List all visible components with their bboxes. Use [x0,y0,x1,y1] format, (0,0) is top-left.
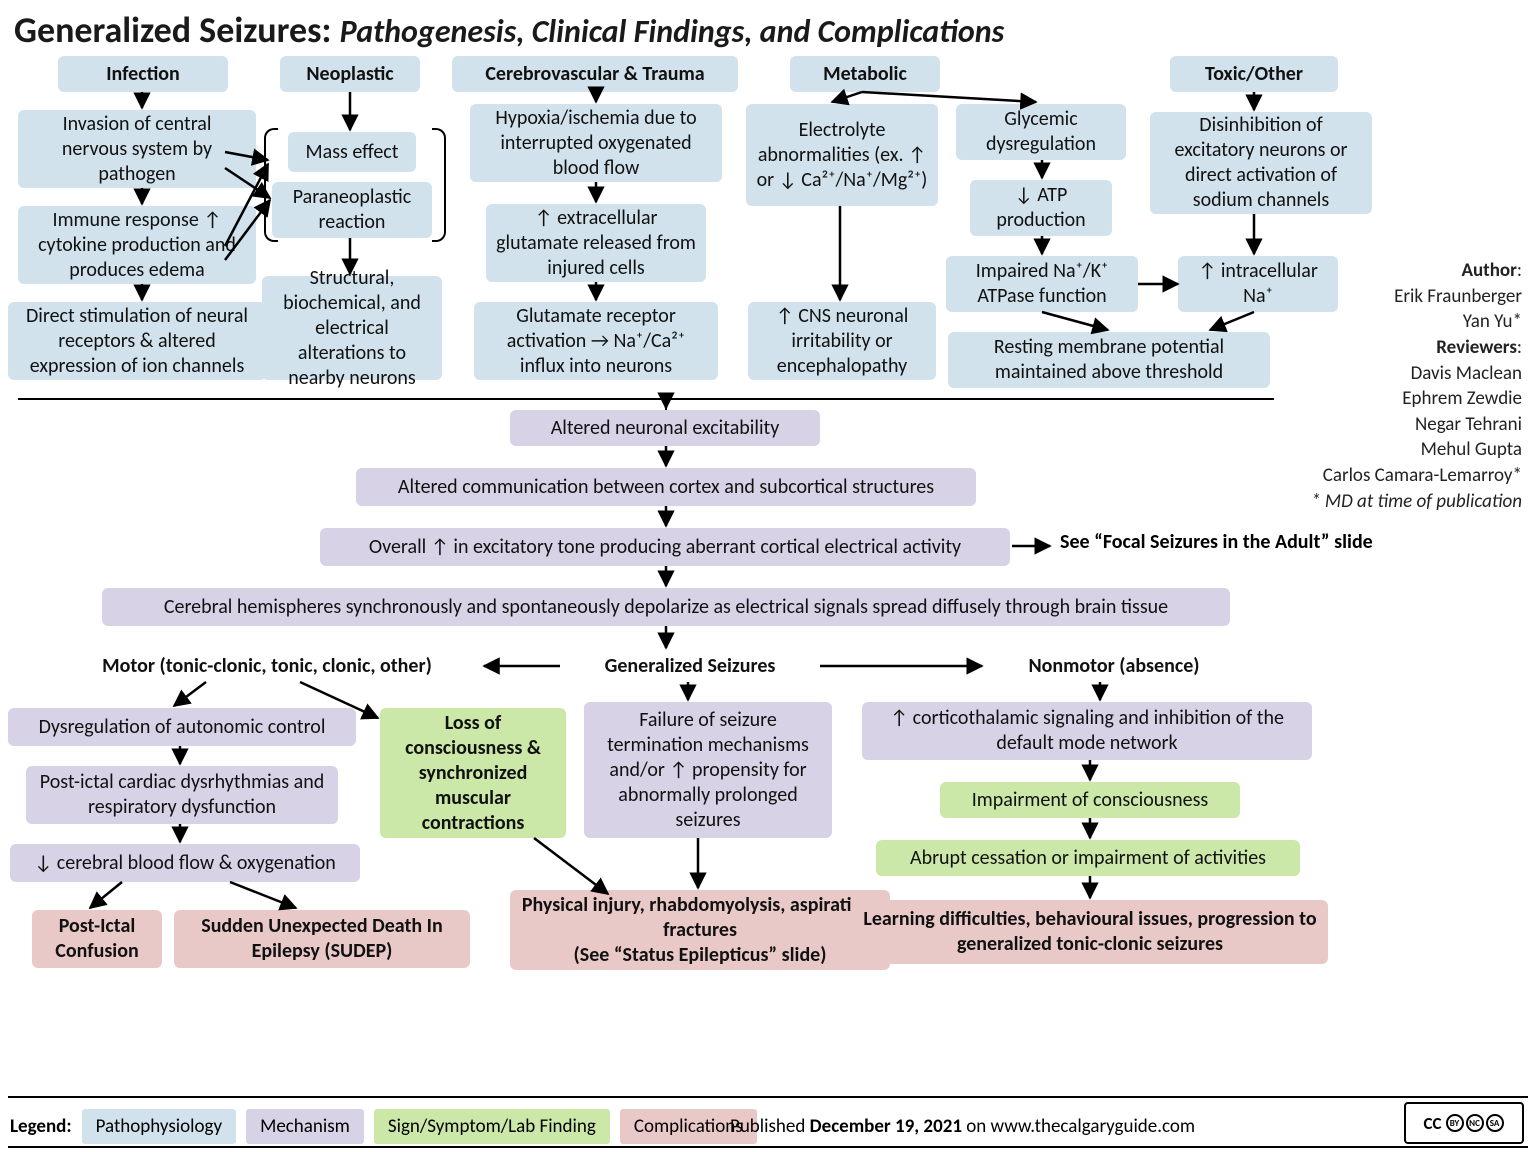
published-text: Published December 19, 2021 on www.theca… [730,1115,1195,1138]
footer-rule-bot [8,1146,1528,1149]
node-met_rest: Resting membrane potential maintained ab… [948,332,1270,388]
page-title: Generalized Seizures: Pathogenesis, Clin… [14,8,1004,52]
node-cer3: Glutamate receptor activation → Na⁺/Ca²⁺… [474,302,718,380]
node-postictal: Post-ictal cardiac dysrhythmias and resp… [26,766,338,824]
title-sub: Pathogenesis, Clinical Findings, and Com… [340,12,1005,51]
node-learning: Learning difficulties, behavioural issue… [852,900,1328,964]
node-nonmotor: Nonmotor (absence) [984,650,1244,682]
footer-rule-top [8,1096,1528,1099]
node-cortico: ↑ corticothalamic signaling and inhibiti… [862,702,1312,760]
node-met_gly: Glycemic dysregulation [956,104,1126,160]
bracket-left [264,128,278,242]
node-impair: Impairment of consciousness [940,782,1240,818]
converge-drop [665,398,667,410]
node-met_atp: ↓ ATP production [970,180,1112,236]
legend: Legend: Pathophysiology Mechanism Sign/S… [10,1109,757,1144]
credits-note: * MD at time of publication [1262,489,1522,515]
see-focal-label: See “Focal Seizures in the Adult” slide [1060,530,1373,554]
node-confusion: Post-Ictal Confusion [32,910,162,968]
node-inf2: Immune response ↑ cytokine production an… [18,206,256,284]
legend-sign: Sign/Symptom/Lab Finding [374,1109,610,1144]
bracket-right [432,128,446,242]
credits-reviewers: Davis Maclean Ephrem Zewdie Negar Tehran… [1262,361,1522,489]
node-sudep: Sudden Unexpected Death In Epilepsy (SUD… [174,910,470,968]
credits-block: Author: Erik Fraunberger Yan Yu* Reviewe… [1262,258,1522,514]
credits-authors: Erik Fraunberger Yan Yu* [1262,284,1522,335]
legend-label: Legend: [10,1115,72,1138]
node-met_irr: ↑ CNS neuronal irritability or encephalo… [748,302,936,380]
node-dysauto: Dysregulation of autonomic control [8,708,356,746]
node-toxic: Toxic/Other [1170,56,1338,92]
node-motor: Motor (tonic-clonic, tonic, clonic, othe… [52,650,482,682]
cc-license-badge: CC BYNCSA [1404,1102,1524,1144]
legend-pathophys: Pathophysiology [82,1109,236,1144]
node-overall: Overall ↑ in excitatory tone producing a… [320,528,1010,566]
node-hemi: Cerebral hemispheres synchronously and s… [102,588,1230,626]
node-met_nak: Impaired Na⁺/K⁺ ATPase function [946,256,1138,312]
node-metabolic: Metabolic [790,56,940,92]
node-neo3: Structural, biochemical, and electrical … [262,276,442,380]
node-neo2: Paraneoplastic reaction [272,182,432,238]
node-cer2: ↑ extracellular glutamate released from … [486,204,706,282]
node-inf1: Invasion of central nervous system by pa… [18,110,256,188]
node-tox1: Disinhibition of excitatory neurons or d… [1150,112,1372,214]
node-infection: Infection [58,56,228,92]
node-failure: Failure of seizure termination mechanism… [584,702,832,838]
node-cereboxy: ↓ cerebral blood flow & oxygenation [10,844,360,882]
node-inf3: Direct stimulation of neural receptors &… [8,302,266,380]
converge-rail [18,398,1274,400]
node-loss: Loss of consciousness & synchronized mus… [380,708,566,838]
node-cer1: Hypoxia/ischemia due to interrupted oxyg… [470,104,722,182]
legend-mechanism: Mechanism [246,1109,364,1144]
node-comm: Altered communication between cortex and… [356,468,976,506]
node-neo1: Mass effect [288,132,416,172]
node-cereb: Cerebrovascular & Trauma [452,56,738,92]
node-neoplastic: Neoplastic [280,56,420,92]
node-gs: Generalized Seizures [560,650,820,682]
node-abrupt: Abrupt cessation or impairment of activi… [876,840,1300,876]
node-injury: Physical injury, rhabdomyolysis, aspirat… [510,890,890,970]
node-altered: Altered neuronal excitability [510,410,820,446]
node-met_elec: Electrolyte abnormalities (ex. ↑ or ↓ Ca… [746,104,938,206]
title-main: Generalized Seizures: [14,8,340,52]
